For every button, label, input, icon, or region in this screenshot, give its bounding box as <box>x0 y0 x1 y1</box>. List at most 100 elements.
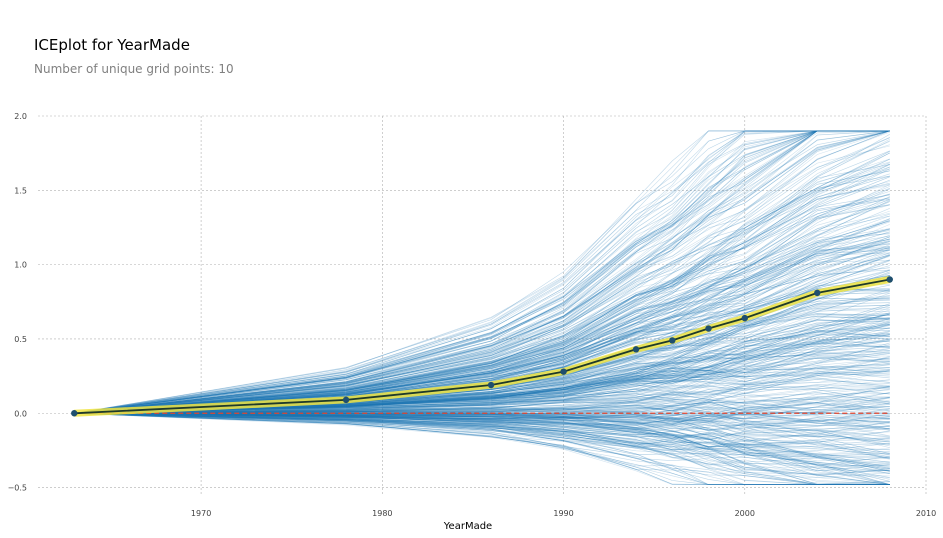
ice-line <box>74 410 890 443</box>
ice-line <box>74 199 890 414</box>
ice-line <box>74 130 890 414</box>
ice-line <box>74 352 890 414</box>
ice-line <box>74 413 890 485</box>
ice-line <box>74 194 890 414</box>
ice-line <box>74 218 890 414</box>
ice-line <box>74 197 890 414</box>
ice-line <box>74 370 890 414</box>
ice-line <box>74 413 890 485</box>
ice-line <box>74 367 890 414</box>
ice-line <box>74 130 890 414</box>
ice-line <box>74 151 890 414</box>
ice-line <box>74 396 890 414</box>
ice-line <box>74 413 890 485</box>
ice-line <box>74 399 890 429</box>
ice-line <box>74 357 890 414</box>
ice-line <box>74 412 890 424</box>
ice-line <box>74 130 890 414</box>
ice-line <box>74 246 890 414</box>
ice-line <box>74 145 890 414</box>
ice-line <box>74 371 890 414</box>
ice-line <box>74 166 890 414</box>
ice-line <box>74 387 890 414</box>
ice-line <box>74 179 890 414</box>
ice-line <box>74 314 890 414</box>
ice-line <box>74 413 890 479</box>
ice-line <box>74 413 890 485</box>
ice-line <box>74 413 890 456</box>
ice-line <box>74 321 890 414</box>
ice-line <box>74 342 890 414</box>
ice-line <box>74 140 890 414</box>
ice-line <box>74 413 890 485</box>
ice-line <box>74 176 890 414</box>
y-tick-label: −0.5 <box>8 484 27 493</box>
ice-line <box>74 413 890 485</box>
average-point <box>71 410 78 417</box>
ice-line <box>74 170 890 414</box>
ice-line <box>74 213 890 414</box>
ice-line <box>74 413 890 466</box>
ice-line <box>74 334 890 414</box>
ice-line <box>74 312 890 414</box>
y-tick-label: 0.0 <box>14 409 27 418</box>
ice-line <box>74 365 890 414</box>
ice-line <box>74 130 890 414</box>
ice-line <box>74 413 890 485</box>
ice-line <box>74 413 890 472</box>
ice-line <box>74 413 890 460</box>
ice-line <box>74 252 890 414</box>
ice-line <box>74 150 890 414</box>
ice-line <box>74 353 890 414</box>
ice-line <box>74 412 890 450</box>
ice-line <box>74 341 890 414</box>
average-point <box>487 381 495 389</box>
ice-line <box>74 130 890 414</box>
ice-line <box>74 141 890 414</box>
ice-line <box>74 405 890 427</box>
average-point <box>886 276 893 283</box>
ice-line <box>74 249 890 414</box>
ice-line <box>74 194 890 414</box>
ice-line <box>74 358 890 414</box>
ice-line <box>74 130 890 414</box>
y-tick-label: 1.0 <box>14 261 27 270</box>
ice-line <box>74 413 890 458</box>
ice-line <box>74 228 890 414</box>
ice-line <box>74 306 890 414</box>
ice-line <box>74 130 890 414</box>
ice-line <box>74 413 890 485</box>
chart-subtitle: Number of unique grid points: 10 <box>34 62 234 76</box>
ice-line <box>74 389 890 414</box>
y-tick-label: 1.5 <box>14 186 27 195</box>
ice-line <box>74 372 890 414</box>
ice-line <box>74 364 890 414</box>
average-point <box>814 289 821 297</box>
ice-line <box>74 168 890 414</box>
ice-line <box>74 184 890 414</box>
ice-line <box>74 413 890 485</box>
ice-line <box>74 295 890 414</box>
ice-line <box>74 319 890 414</box>
ice-line <box>74 365 890 414</box>
ice-line <box>74 413 890 485</box>
average-point <box>705 325 712 332</box>
ice-line <box>74 130 890 414</box>
ice-line <box>74 317 890 414</box>
ice-line <box>74 373 890 414</box>
ice-line <box>74 253 890 414</box>
ice-line <box>74 130 890 414</box>
ice-line <box>74 201 890 414</box>
ice-line <box>74 309 890 414</box>
ice-line <box>74 170 890 414</box>
ice-line <box>74 413 890 472</box>
ice-line <box>74 379 890 414</box>
ice-line <box>74 413 890 454</box>
ice-line <box>74 327 890 414</box>
ice-line <box>74 230 890 414</box>
ice-line <box>74 381 890 414</box>
ice-line <box>74 219 890 414</box>
ice-line <box>74 413 890 475</box>
ice-line <box>74 412 890 459</box>
ice-line <box>74 288 890 414</box>
